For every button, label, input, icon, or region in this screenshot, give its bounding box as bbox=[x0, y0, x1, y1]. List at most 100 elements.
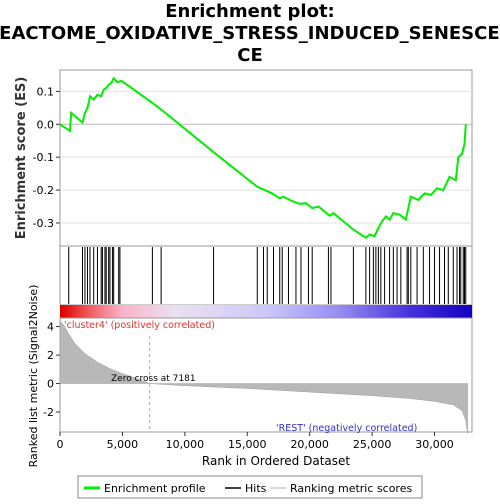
color-bar-segment bbox=[242, 305, 245, 318]
color-bar-segment bbox=[382, 305, 385, 318]
color-bar-segment bbox=[190, 305, 193, 318]
color-bar-segment bbox=[302, 305, 305, 318]
ranked-y-tick-label: 4 bbox=[47, 321, 54, 334]
color-bar-segment bbox=[444, 305, 447, 318]
color-bar-segment bbox=[416, 305, 419, 318]
color-bar-segment bbox=[148, 305, 151, 318]
es-gridlines bbox=[60, 90, 472, 224]
legend: Enrichment profile Hits Ranking metric sco… bbox=[84, 482, 412, 495]
title-line-3: CE bbox=[237, 45, 263, 66]
color-bar-segment bbox=[400, 305, 403, 318]
color-bar-segment bbox=[126, 305, 129, 318]
color-bar-segment bbox=[192, 305, 195, 318]
color-bar-segment bbox=[282, 305, 285, 318]
color-bar-segment bbox=[226, 305, 229, 318]
color-bar-segment bbox=[436, 305, 439, 318]
color-bar-segment bbox=[322, 305, 325, 318]
color-bar-segment bbox=[292, 305, 295, 318]
color-bar-segment bbox=[320, 305, 323, 318]
x-axis: 0 5,000 10,000 15,000 20,000 25,000 30,000 bbox=[57, 432, 454, 451]
color-bar-segment bbox=[64, 305, 67, 318]
color-bar-segment bbox=[398, 305, 401, 318]
color-bar-segment bbox=[306, 305, 309, 318]
color-bar-segment bbox=[174, 305, 177, 318]
color-bar-segment bbox=[420, 305, 423, 318]
enrichment-profile-line bbox=[59, 76, 467, 240]
color-bar-segment bbox=[406, 305, 409, 318]
color-bar-segment bbox=[360, 305, 363, 318]
color-bar-segment bbox=[334, 305, 337, 318]
color-bar-segment bbox=[220, 305, 223, 318]
color-bar-segment bbox=[328, 305, 331, 318]
color-bar-segment bbox=[130, 305, 133, 318]
color-bar-segment bbox=[378, 305, 381, 318]
ranked-panel-frame bbox=[59, 317, 473, 433]
color-bar-segment bbox=[70, 305, 73, 318]
color-bar-segment bbox=[238, 305, 241, 318]
color-bar-segment bbox=[286, 305, 289, 318]
color-bar-segment bbox=[144, 305, 147, 318]
color-bar-segment bbox=[132, 305, 135, 318]
color-bar-segment bbox=[440, 305, 443, 318]
color-bar-segment bbox=[288, 305, 291, 318]
color-bar-segment bbox=[228, 305, 231, 318]
color-bar-segment bbox=[210, 305, 213, 318]
ranking-metric-area bbox=[59, 320, 468, 434]
es-y-tick-label: 0.1 bbox=[37, 85, 55, 98]
color-bar-segment bbox=[230, 305, 233, 318]
color-bar-segment bbox=[454, 305, 457, 318]
color-bar-segment bbox=[276, 305, 279, 318]
color-bar-segment bbox=[268, 305, 271, 318]
color-bar-segment bbox=[274, 305, 277, 318]
color-bar-segment bbox=[78, 305, 81, 318]
color-bar-segment bbox=[252, 305, 255, 318]
color-bar-segment bbox=[178, 305, 181, 318]
color-bar-segment bbox=[350, 305, 353, 318]
color-bar-segment bbox=[182, 305, 185, 318]
color-bar-segment bbox=[452, 305, 455, 318]
color-bar-segment bbox=[170, 305, 173, 318]
color-bar-segment bbox=[412, 305, 415, 318]
color-bar-segment bbox=[246, 305, 249, 318]
color-bar-segment bbox=[232, 305, 235, 318]
color-bar-segment bbox=[430, 305, 433, 318]
zero-cross-label: Zero cross at 7181 bbox=[111, 374, 196, 384]
color-bar-segment bbox=[312, 305, 315, 318]
color-bar-segment bbox=[262, 305, 265, 318]
color-bar-segment bbox=[172, 305, 175, 318]
color-bar-segment bbox=[266, 305, 269, 318]
color-bar-segment bbox=[234, 305, 237, 318]
color-bar-segment bbox=[428, 305, 431, 318]
color-bar-segment bbox=[418, 305, 421, 318]
color-bar-segment bbox=[366, 305, 369, 318]
color-bar-segment bbox=[470, 305, 473, 318]
color-bar-segment bbox=[102, 305, 105, 318]
color-bar-segment bbox=[458, 305, 461, 318]
color-bar-segment bbox=[310, 305, 313, 318]
color-bar-segment bbox=[318, 305, 321, 318]
color-bar-segment bbox=[164, 305, 167, 318]
color-bar-segment bbox=[194, 305, 197, 318]
legend-item: Enrichment profile bbox=[84, 482, 206, 495]
color-bar-segment bbox=[294, 305, 297, 318]
color-bar-segment bbox=[152, 305, 155, 318]
color-bar-segment bbox=[110, 305, 113, 318]
legend-item: Hits bbox=[225, 482, 267, 495]
title-line-2: REACTOME_OXIDATIVE_STRESS_INDUCED_SENESC… bbox=[0, 23, 500, 44]
color-bar-segment bbox=[114, 305, 117, 318]
color-bar-segment bbox=[134, 305, 137, 318]
color-bar-segment bbox=[424, 305, 427, 318]
color-bar-segment bbox=[108, 305, 111, 318]
x-axis-label: Rank in Ordered Dataset bbox=[202, 454, 350, 468]
color-bar-segment bbox=[186, 305, 189, 318]
es-y-tick-label: -0.1 bbox=[33, 151, 54, 164]
negative-correlation-label: 'REST' (negatively correlated) bbox=[276, 423, 417, 434]
ranked-y-axis: 4 2 0 -2 bbox=[43, 321, 60, 419]
title-line-1: Enrichment plot: bbox=[165, 1, 335, 22]
color-bar-segment bbox=[86, 305, 89, 318]
color-bar-segment bbox=[408, 305, 411, 318]
color-bar-segment bbox=[76, 305, 79, 318]
color-bar-segment bbox=[330, 305, 333, 318]
color-bar-segment bbox=[368, 305, 371, 318]
color-bar-segment bbox=[98, 305, 101, 318]
